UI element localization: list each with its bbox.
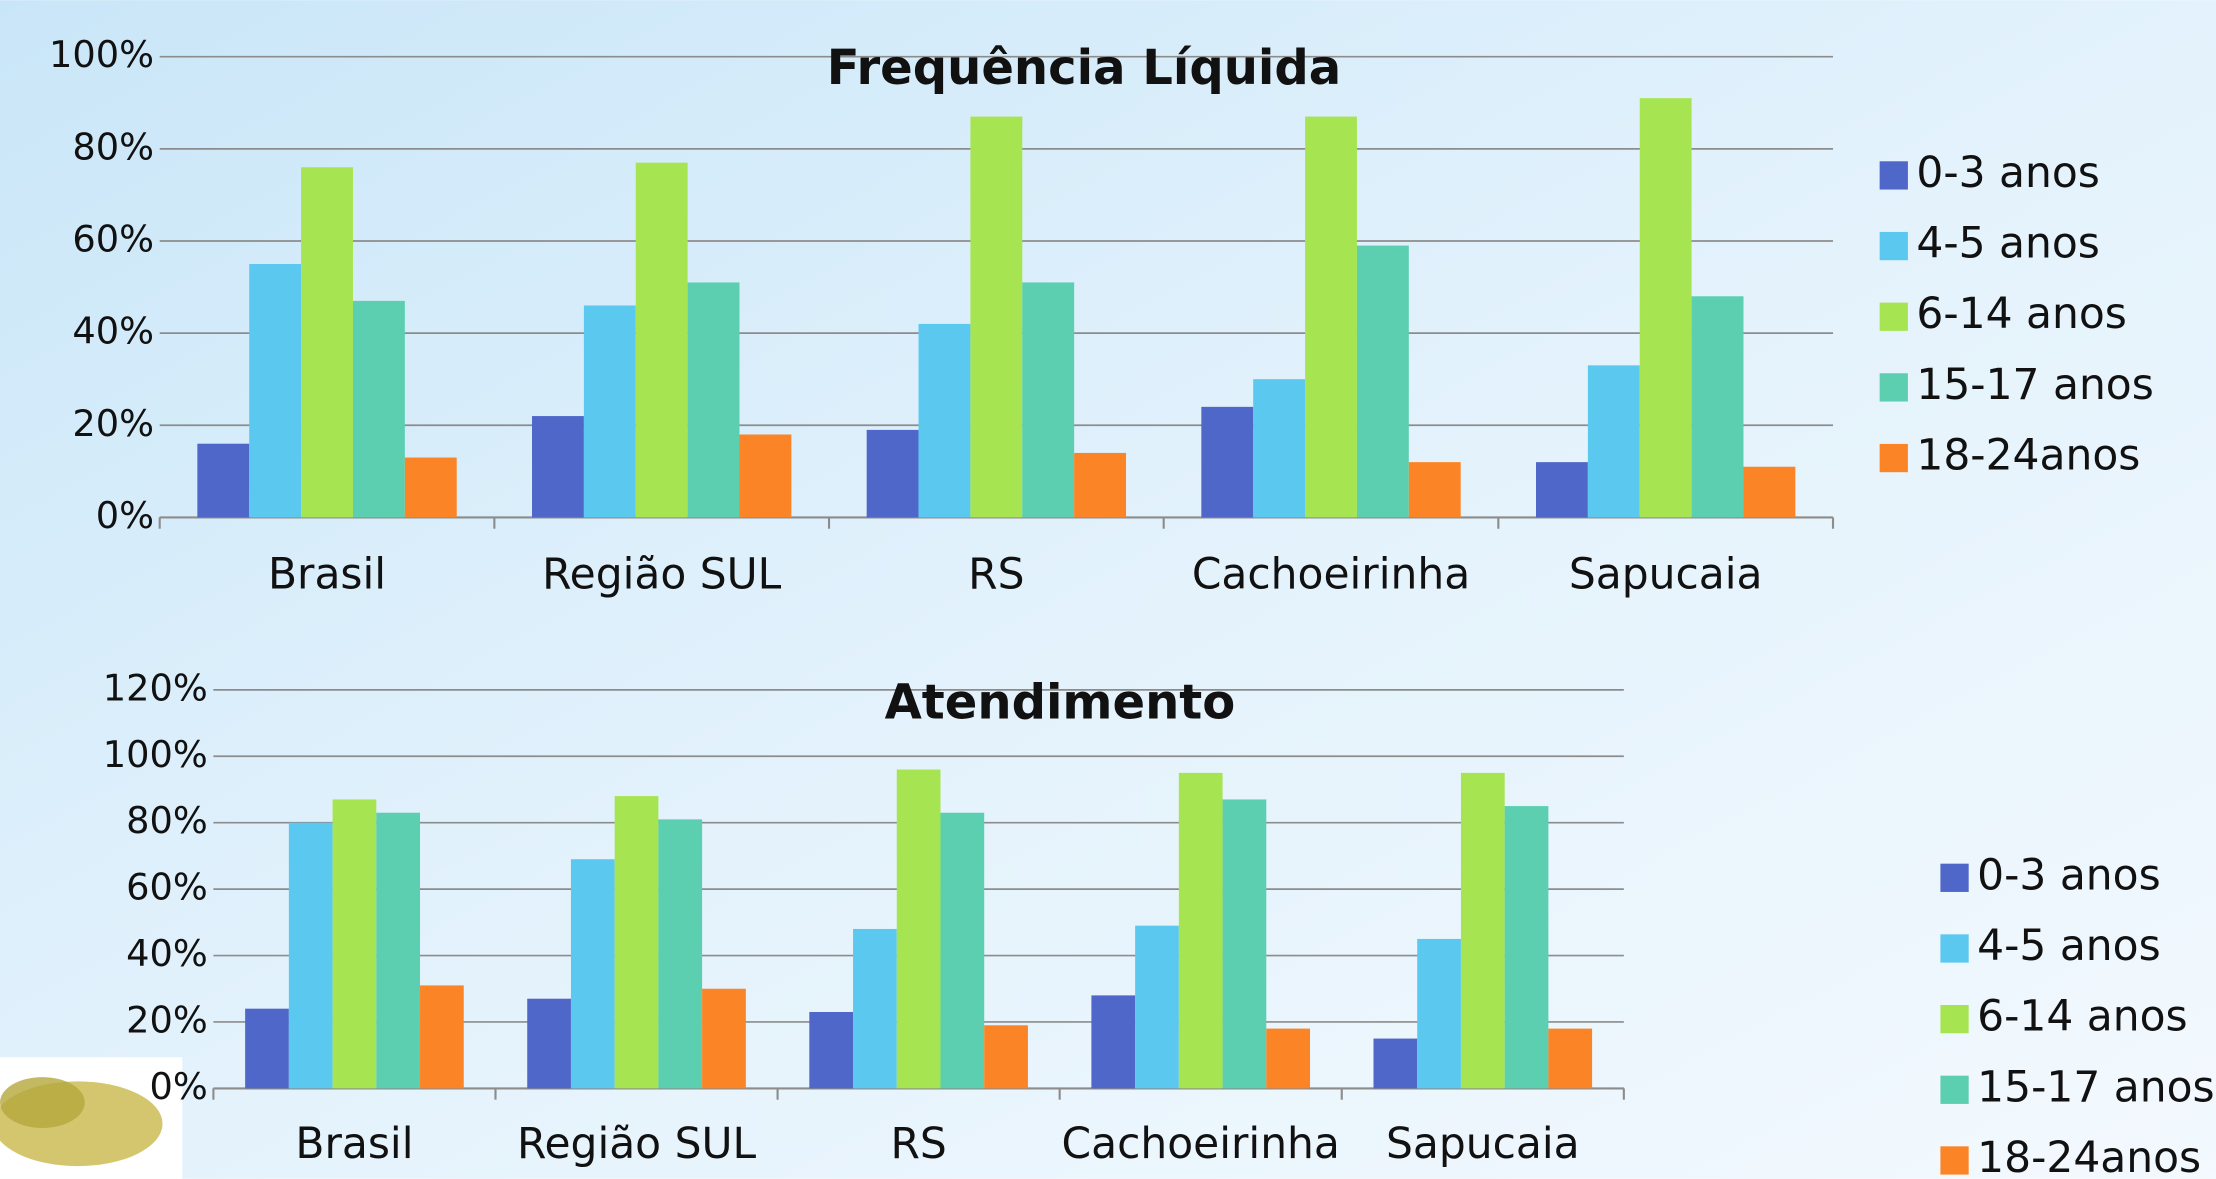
y-tick-label: 20%: [126, 998, 208, 1041]
legend-swatch: [1940, 864, 1968, 892]
bar: [1305, 117, 1357, 518]
y-tick-label: 120%: [103, 666, 208, 709]
bar: [1253, 379, 1305, 517]
legend-swatch: [1880, 232, 1908, 260]
slide: 0% 20% 40% 60% 80% 100% Frequência Líquida Bras…: [0, 0, 2216, 1179]
legend-label: 15-17 anos: [1977, 1062, 2214, 1111]
y-tick-label: 60%: [126, 866, 208, 909]
bar: [1266, 1029, 1310, 1089]
legend-swatch: [1880, 161, 1908, 189]
chart-title: Atendimento: [885, 674, 1236, 730]
bar: [1135, 926, 1179, 1089]
legend-label: 18-24anos: [1916, 431, 2140, 480]
x-tick-label: Cachoeirinha: [1192, 549, 1470, 598]
legend-swatch: [1940, 1076, 1968, 1104]
y-tick-label: 0%: [96, 494, 154, 537]
legend-swatch: [1940, 1005, 1968, 1033]
bar: [897, 770, 941, 1089]
legend-label: 0-3 anos: [1916, 148, 2100, 197]
x-tick-label: Região SUL: [542, 549, 782, 598]
bar: [197, 444, 249, 518]
bar: [1743, 467, 1795, 518]
bar: [1461, 773, 1505, 1089]
legend-swatch: [1940, 1146, 1968, 1174]
legend-label: 4-5 anos: [1916, 219, 2100, 268]
bar: [1417, 939, 1461, 1088]
y-tick-label: 40%: [72, 310, 154, 353]
bar: [584, 305, 636, 517]
bar: [1022, 282, 1074, 517]
legend-swatch: [1880, 303, 1908, 331]
bar: [702, 989, 746, 1089]
legend-label: 15-17 anos: [1916, 360, 2153, 409]
bar: [1223, 799, 1267, 1088]
legend-label: 6-14 anos: [1916, 289, 2126, 338]
bar: [571, 859, 615, 1088]
bar: [853, 929, 897, 1088]
bar: [1357, 246, 1409, 518]
y-tick-label: 0%: [149, 1065, 207, 1108]
y-tick-label: 20%: [72, 402, 154, 445]
bar: [405, 458, 457, 518]
y-tick-label: 100%: [49, 33, 154, 76]
y-tick-label: 100%: [103, 733, 208, 776]
y-tick-label: 60%: [72, 217, 154, 260]
x-tick-label: Sapucaia: [1569, 549, 1763, 598]
bar: [867, 430, 919, 518]
legend-swatch: [1880, 373, 1908, 401]
y-tick-label: 40%: [126, 932, 208, 975]
legend-swatch: [1880, 444, 1908, 472]
legend-label: 6-14 anos: [1977, 992, 2187, 1041]
legend-label: 18-24anos: [1977, 1133, 2201, 1179]
y-tick-label: 80%: [126, 799, 208, 842]
bar: [532, 416, 584, 517]
bar: [1409, 462, 1461, 517]
bar: [333, 799, 377, 1088]
x-tick-label: Sapucaia: [1386, 1119, 1580, 1168]
bar: [739, 434, 791, 517]
bar: [249, 264, 301, 517]
bar: [636, 163, 688, 518]
x-tick-label: Brasil: [295, 1119, 413, 1168]
x-tick-label: RS: [890, 1119, 946, 1168]
bar: [1091, 995, 1135, 1088]
bar: [1548, 1029, 1592, 1089]
bar: [301, 167, 353, 517]
bar: [1179, 773, 1223, 1089]
x-tick-label: Região SUL: [517, 1119, 757, 1168]
bar: [289, 823, 333, 1089]
bar: [1373, 1039, 1417, 1089]
bar: [353, 301, 405, 518]
legend-label: 4-5 anos: [1977, 921, 2161, 970]
bar: [245, 1009, 289, 1089]
bar: [984, 1025, 1028, 1088]
y-tick-label: 80%: [72, 125, 154, 168]
bar: [420, 985, 464, 1088]
x-tick-label: Cachoeirinha: [1062, 1119, 1340, 1168]
bar: [658, 819, 702, 1088]
bar: [1201, 407, 1253, 518]
x-tick-label: Brasil: [268, 549, 386, 598]
bar: [376, 813, 420, 1089]
bar: [1692, 296, 1744, 517]
bar: [1074, 453, 1126, 518]
bar: [940, 813, 984, 1089]
chart-title: Frequência Líquida: [827, 40, 1342, 96]
bar: [1640, 98, 1692, 517]
bar: [688, 282, 740, 517]
bar: [919, 324, 971, 518]
legend-swatch: [1940, 934, 1968, 962]
bar: [1588, 365, 1640, 517]
bar: [1505, 806, 1549, 1088]
bar: [970, 117, 1022, 518]
bar: [1536, 462, 1588, 517]
legend-label: 0-3 anos: [1977, 850, 2161, 899]
bar: [615, 796, 659, 1088]
bar: [809, 1012, 853, 1088]
bar: [527, 999, 571, 1089]
x-tick-label: RS: [968, 549, 1024, 598]
